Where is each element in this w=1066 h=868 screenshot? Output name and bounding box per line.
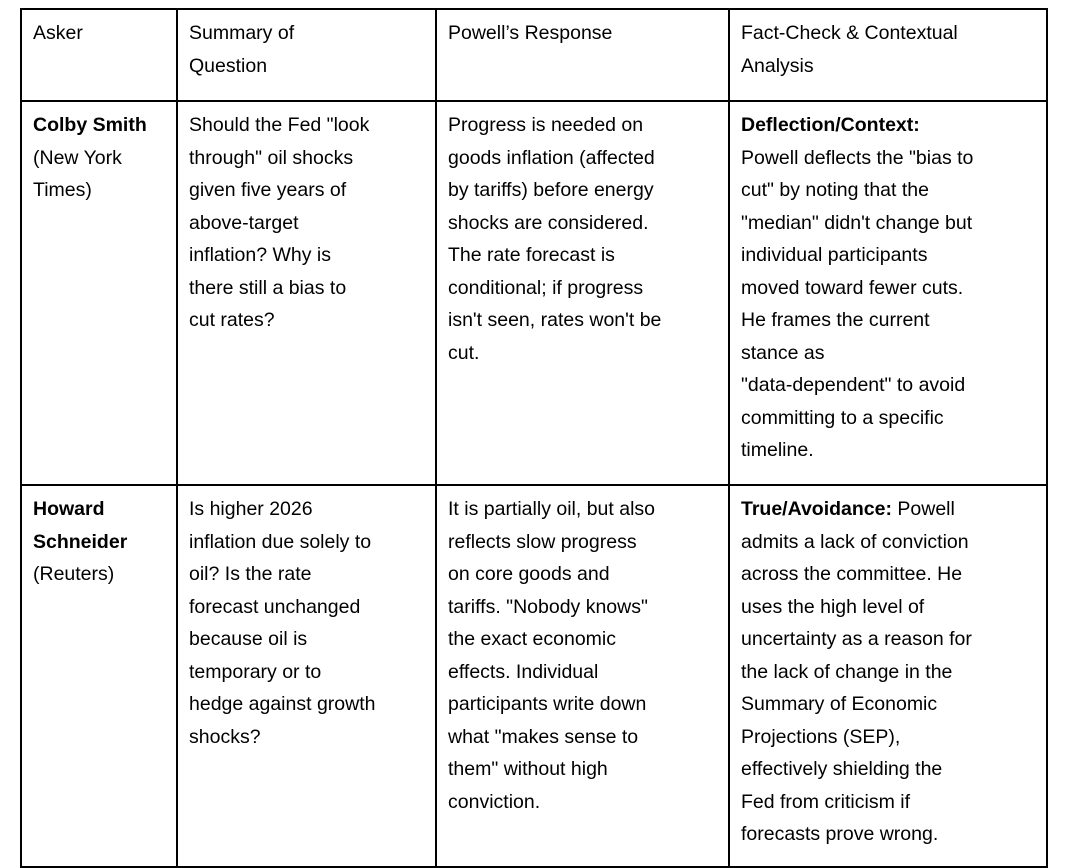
response-cell: It is partially oil, but also reflects s… — [435, 484, 730, 868]
column-header-label: Summary of Question — [189, 22, 295, 77]
asker-outlet: (Reuters) — [33, 563, 115, 585]
column-header-fact-check-analysis: Fact-Check & Contextual Analysis — [728, 8, 1048, 102]
response-text: Progress is needed on goods inflation (a… — [448, 114, 662, 364]
fact-check-verdict-label: True/Avoidance: — [741, 498, 892, 520]
response-cell: Progress is needed on goods inflation (a… — [435, 100, 730, 486]
asker-name: Colby Smith — [33, 114, 147, 136]
table-row-colby-smith: Colby Smith (New York Times) Should the F… — [20, 100, 1048, 486]
question-cell: Should the Fed "look through" oil shocks… — [176, 100, 437, 486]
asker-cell: Colby Smith (New York Times) — [20, 100, 178, 486]
response-text: It is partially oil, but also reflects s… — [448, 498, 656, 813]
fact-check-cell: True/Avoidance: Powell admits a lack of … — [728, 484, 1048, 868]
question-cell: Is higher 2026 inflation due solely to o… — [176, 484, 437, 868]
column-header-label: Fact-Check & Contextual Analysis — [741, 22, 958, 77]
column-header-asker: Asker — [20, 8, 178, 102]
asker-name: Howard Schneider — [33, 498, 128, 553]
question-text: Should the Fed "look through" oil shocks… — [189, 114, 370, 331]
column-header-label: Powell’s Response — [448, 22, 613, 44]
fact-check-text: Powell deflects the "bias to cut" by not… — [741, 146, 974, 462]
fact-check-cell: Deflection/Context: Powell deflects the "… — [728, 100, 1048, 486]
fact-check-verdict-label: Deflection/Context: — [741, 114, 920, 136]
question-text: Is higher 2026 inflation due solely to o… — [189, 498, 376, 748]
fact-check-text: Powell admits a lack of conviction acros… — [741, 498, 972, 845]
table-header-row: Asker Summary of Question Powell’s Respo… — [20, 8, 1048, 102]
asker-outlet: (New York Times) — [33, 146, 122, 202]
column-header-summary-of-question: Summary of Question — [176, 8, 437, 102]
column-header-powells-response: Powell’s Response — [435, 8, 730, 102]
table-row-howard-schneider: Howard Schneider (Reuters) Is higher 2026… — [20, 484, 1048, 868]
asker-cell: Howard Schneider (Reuters) — [20, 484, 178, 868]
column-header-label: Asker — [33, 22, 83, 44]
press-qa-fact-check-table: Asker Summary of Question Powell’s Respo… — [20, 8, 1048, 868]
